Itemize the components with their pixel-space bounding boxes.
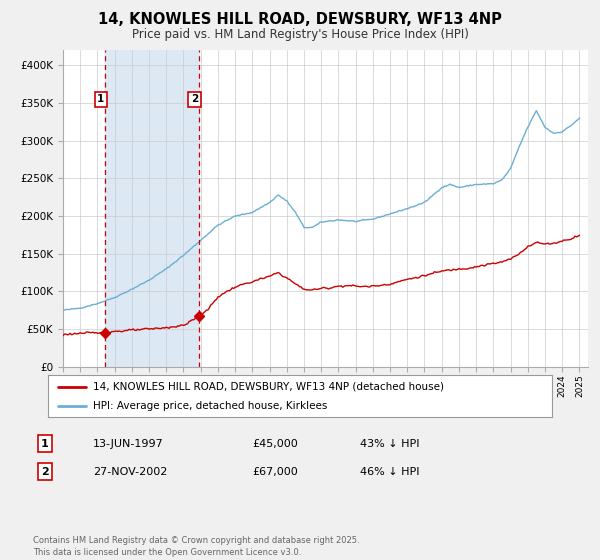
Text: 13-JUN-1997: 13-JUN-1997 xyxy=(93,438,164,449)
Text: 2: 2 xyxy=(191,95,199,104)
Text: 1: 1 xyxy=(97,95,104,104)
Text: HPI: Average price, detached house, Kirklees: HPI: Average price, detached house, Kirk… xyxy=(94,401,328,411)
Text: 2: 2 xyxy=(41,466,49,477)
Text: 46% ↓ HPI: 46% ↓ HPI xyxy=(360,466,419,477)
Text: 14, KNOWLES HILL ROAD, DEWSBURY, WF13 4NP (detached house): 14, KNOWLES HILL ROAD, DEWSBURY, WF13 4N… xyxy=(94,381,445,391)
Text: 27-NOV-2002: 27-NOV-2002 xyxy=(93,466,167,477)
Text: £67,000: £67,000 xyxy=(252,466,298,477)
Text: Contains HM Land Registry data © Crown copyright and database right 2025.
This d: Contains HM Land Registry data © Crown c… xyxy=(33,536,359,557)
Text: 1: 1 xyxy=(41,438,49,449)
Text: 43% ↓ HPI: 43% ↓ HPI xyxy=(360,438,419,449)
Text: Price paid vs. HM Land Registry's House Price Index (HPI): Price paid vs. HM Land Registry's House … xyxy=(131,28,469,41)
Text: 14, KNOWLES HILL ROAD, DEWSBURY, WF13 4NP: 14, KNOWLES HILL ROAD, DEWSBURY, WF13 4N… xyxy=(98,12,502,27)
Bar xyxy=(105,50,199,367)
Text: £45,000: £45,000 xyxy=(252,438,298,449)
